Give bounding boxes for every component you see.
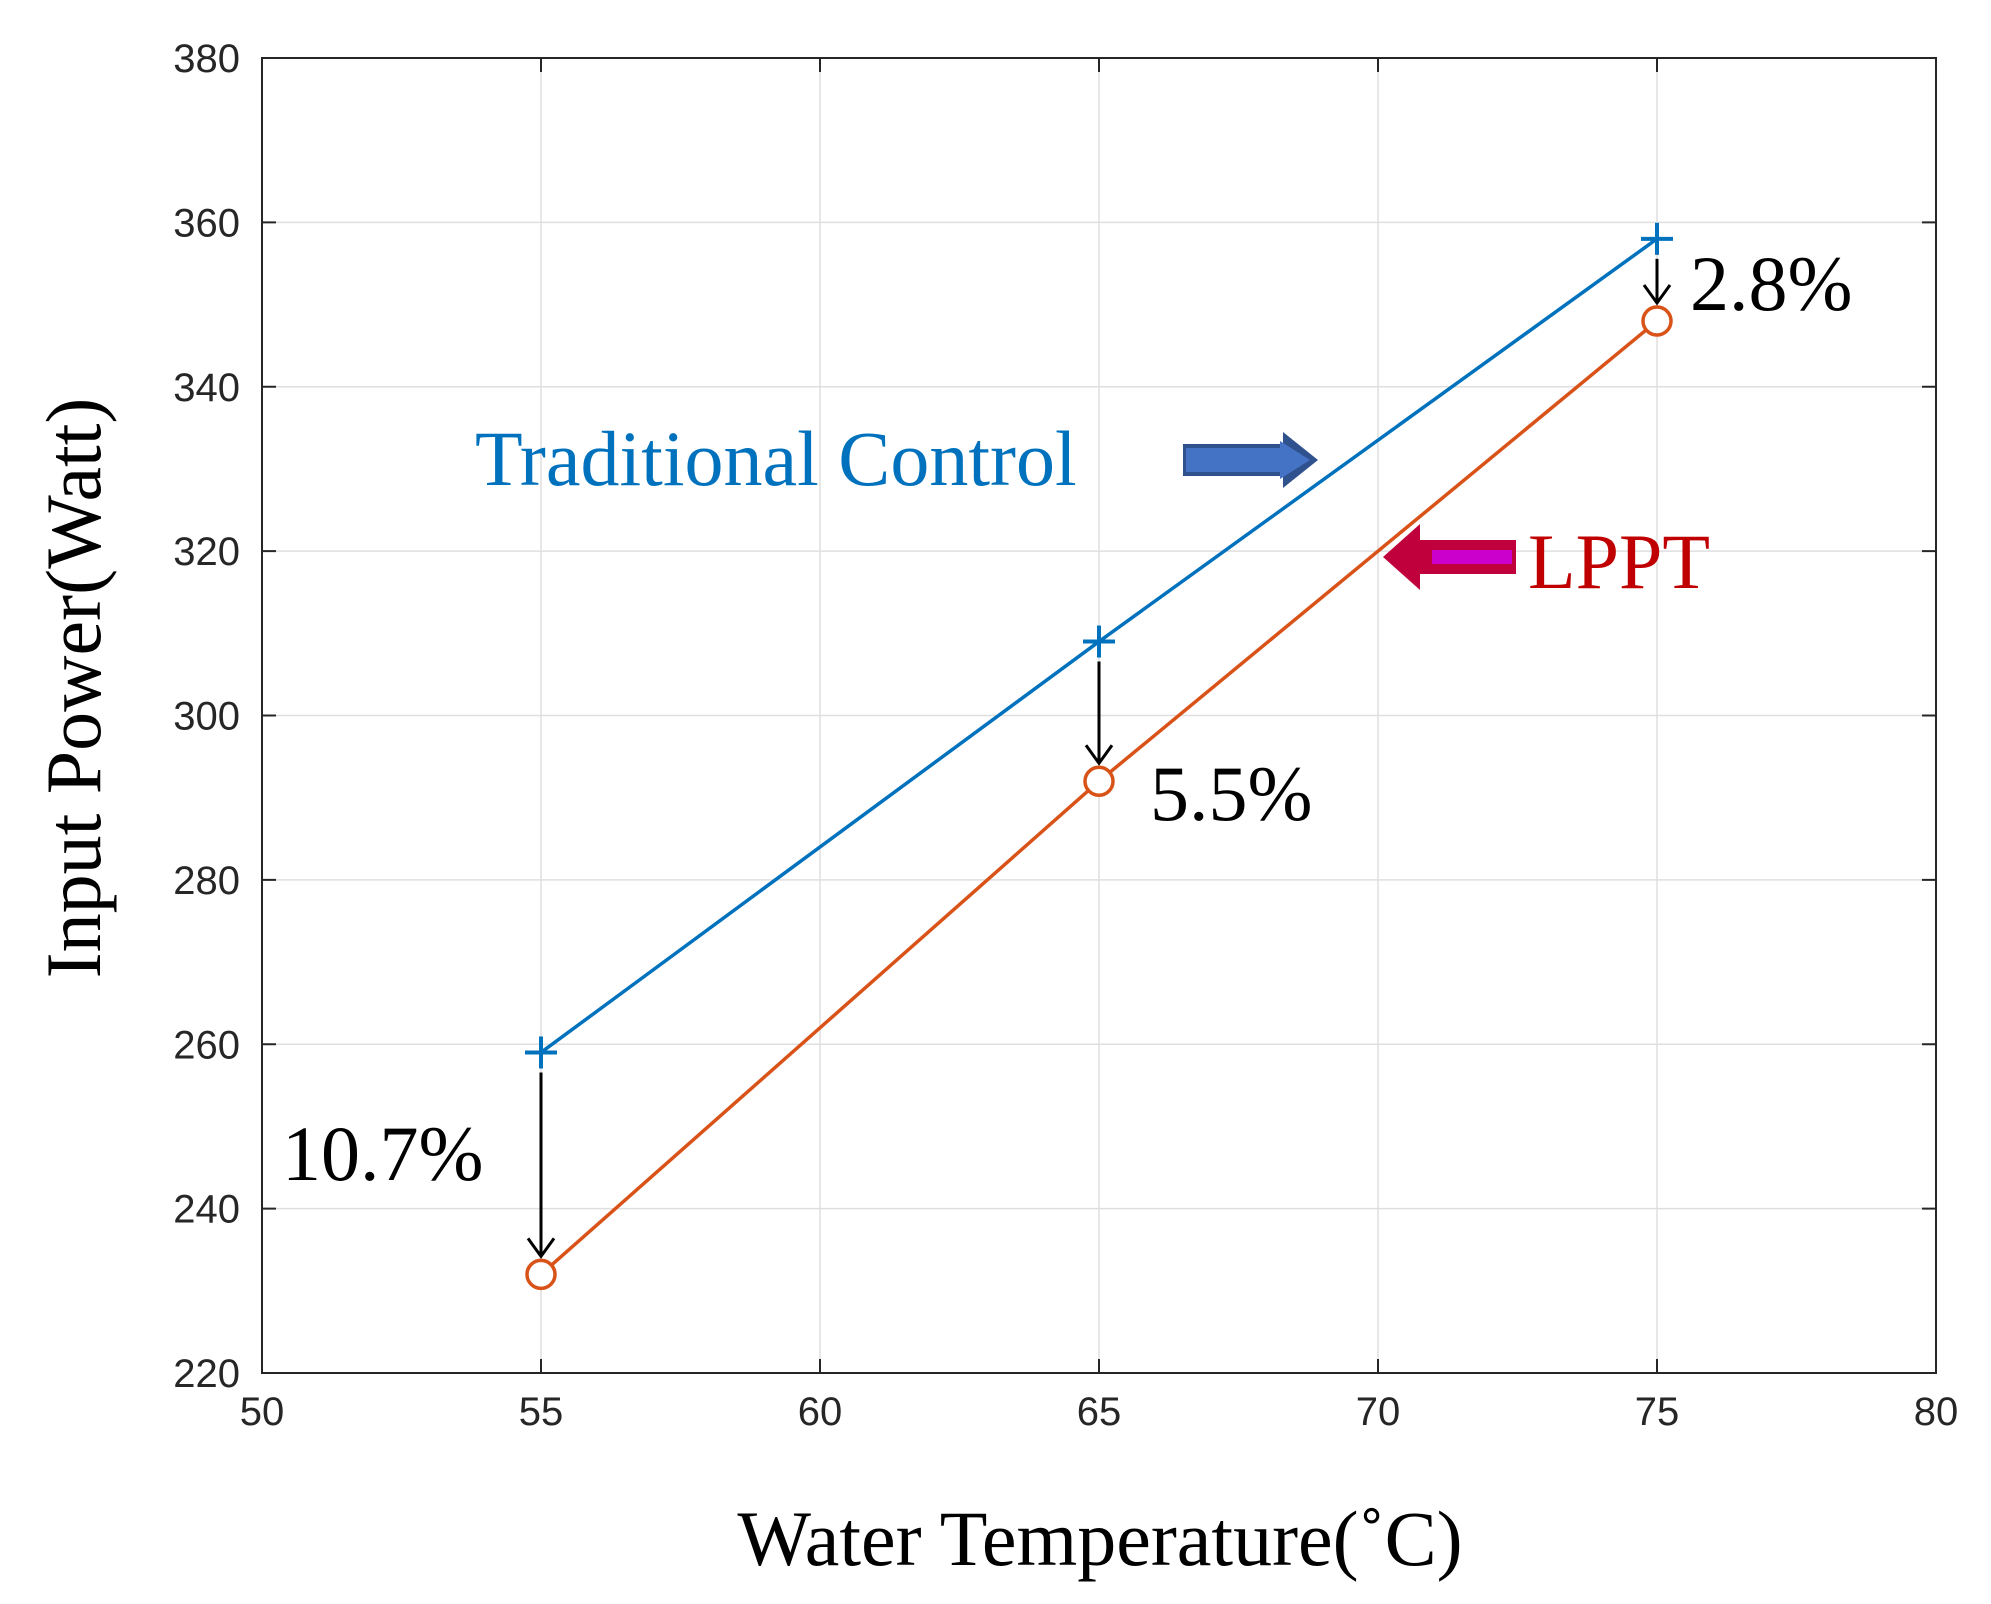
y-tick-label: 300 bbox=[173, 695, 240, 739]
annotation-arrows bbox=[526, 258, 1672, 1259]
down-arrow-icon bbox=[526, 1072, 556, 1259]
lppt-arrow-icon bbox=[1383, 524, 1516, 590]
lppt-label: LPPT bbox=[1528, 518, 1710, 605]
annotation-5-5-percent: 5.5% bbox=[1150, 750, 1312, 837]
traditional-control-point bbox=[525, 1036, 557, 1069]
down-arrow-head bbox=[1084, 744, 1114, 766]
down-arrow-head bbox=[1642, 284, 1672, 306]
y-tick-label: 340 bbox=[173, 366, 240, 410]
x-tick-label: 70 bbox=[1356, 1390, 1401, 1434]
x-tick-label: 80 bbox=[1914, 1390, 1959, 1434]
x-tick-label: 50 bbox=[240, 1390, 285, 1434]
y-tick-label: 260 bbox=[173, 1023, 240, 1067]
down-arrow-icon bbox=[1084, 661, 1114, 766]
traditional-control-label: Traditional Control bbox=[475, 415, 1077, 502]
y-tick-label: 220 bbox=[173, 1352, 240, 1396]
axis-ticks: 50 55 60 65 70 75 80 220 240 260 280 300 320 340 360 38… bbox=[173, 37, 1958, 1434]
series-group bbox=[525, 222, 1673, 1291]
lppt-point bbox=[1083, 765, 1115, 797]
x-tick-label: 65 bbox=[1077, 1390, 1122, 1434]
y-tick-label: 320 bbox=[173, 530, 240, 574]
x-axis-label: Water Temperature(˚C) bbox=[737, 1495, 1462, 1582]
y-tick-label: 240 bbox=[173, 1188, 240, 1232]
y-axis-label: Input Power(Watt) bbox=[30, 398, 117, 979]
y-tick-label: 360 bbox=[173, 201, 240, 245]
traditional-control-point bbox=[1641, 222, 1673, 255]
y-tick-label: 280 bbox=[173, 859, 240, 903]
traditional-control-arrow-icon bbox=[1183, 432, 1318, 488]
x-tick-label: 75 bbox=[1635, 1390, 1680, 1434]
y-tick-label: 380 bbox=[173, 37, 240, 81]
annotation-10-7-percent: 10.7% bbox=[282, 1110, 483, 1197]
lppt-point bbox=[1641, 305, 1673, 337]
lppt-point bbox=[525, 1258, 557, 1291]
down-arrow-head bbox=[526, 1237, 556, 1259]
traditional-control-point bbox=[1083, 625, 1115, 658]
x-tick-label: 55 bbox=[519, 1390, 564, 1434]
annotation-2-8-percent: 2.8% bbox=[1690, 240, 1852, 327]
down-arrow-icon bbox=[1642, 258, 1672, 306]
x-tick-label: 60 bbox=[798, 1390, 843, 1434]
